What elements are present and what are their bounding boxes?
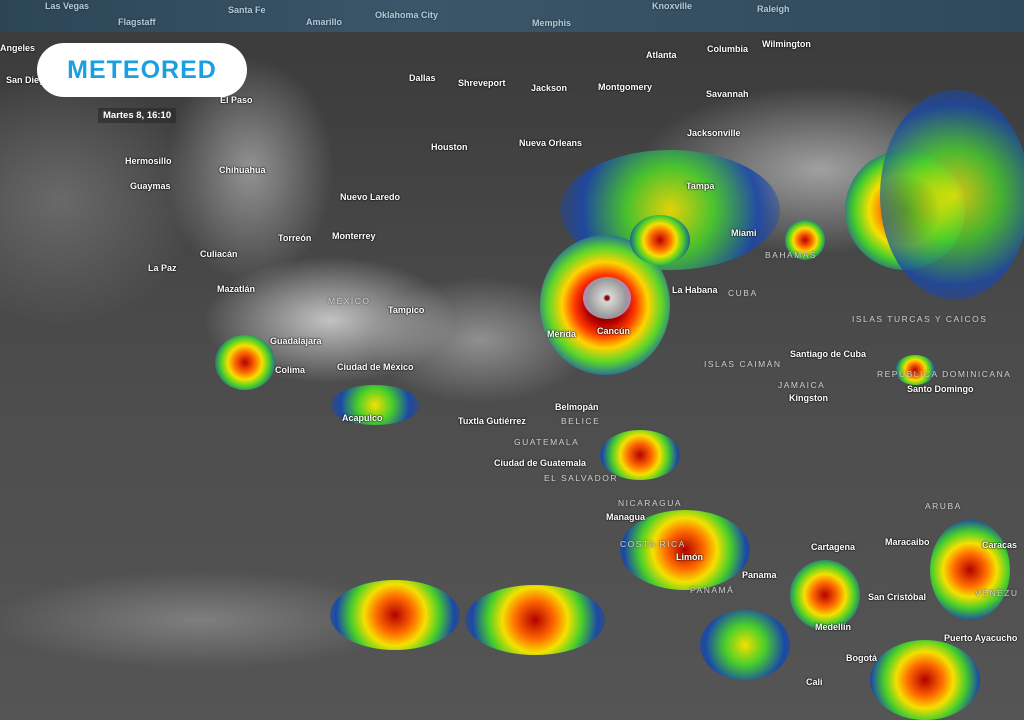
- city-label: Jackson: [531, 83, 568, 93]
- country-label: BAHAMAS: [765, 250, 818, 260]
- city-label: Acapulco: [342, 413, 383, 423]
- logo-text: METEORED: [67, 55, 217, 84]
- city-label: Belmopán: [555, 402, 599, 412]
- country-label: CUBA: [728, 288, 758, 298]
- city-label: Colima: [275, 365, 306, 375]
- hurricane-eye: [583, 277, 631, 319]
- storm-cell: [630, 215, 690, 265]
- city-label: Santo Domingo: [907, 384, 974, 394]
- country-label: ISLAS TURCAS Y CAICOS: [852, 314, 988, 324]
- storm-cell: [880, 90, 1024, 300]
- city-label: San Cristóbal: [868, 592, 927, 602]
- city-label: El Paso: [220, 95, 253, 105]
- storm-cell: [330, 385, 420, 425]
- city-label: Columbia: [707, 44, 749, 54]
- country-label: BELICE: [561, 416, 601, 426]
- city-label: Angeles: [0, 43, 36, 53]
- country-label: NICARAGUA: [618, 498, 683, 508]
- city-label: Las Vegas: [45, 1, 90, 11]
- country-label: ISLAS CAIMÁN: [704, 359, 782, 369]
- city-label: Guaymas: [130, 181, 171, 191]
- city-label: Cancún: [597, 326, 631, 336]
- meteored-logo[interactable]: METEORED: [37, 43, 247, 97]
- city-label: Puerto Ayacucho: [944, 633, 1018, 643]
- country-label: VENEZU: [975, 588, 1019, 598]
- storm-cell: [330, 580, 460, 650]
- top-region-overlay: [0, 0, 1024, 32]
- city-label: Caracas: [982, 540, 1018, 550]
- city-label: Medellín: [815, 622, 852, 632]
- country-label: GUATEMALA: [514, 437, 580, 447]
- city-label: San Diego: [6, 75, 51, 85]
- country-label: EL SALVADOR: [544, 473, 618, 483]
- city-label: Flagstaff: [118, 17, 156, 27]
- city-label: Bogotá: [846, 653, 877, 663]
- storm-cell: [930, 520, 1010, 620]
- storm-cell: [870, 640, 980, 720]
- city-label: Ciudad de Guatemala: [494, 458, 587, 468]
- city-label: Atlanta: [646, 50, 677, 60]
- storm-cell: [895, 355, 935, 385]
- city-label: Dallas: [409, 73, 436, 83]
- storm-cell: [620, 510, 750, 590]
- city-label: Mazatlán: [217, 284, 256, 294]
- city-label: Knoxville: [652, 1, 693, 11]
- country-label: ARUBA: [925, 501, 962, 511]
- city-label: Managua: [606, 512, 646, 522]
- city-label: Santiago de Cuba: [790, 349, 867, 359]
- city-label: Jacksonville: [687, 128, 741, 138]
- city-label: Monterrey: [332, 231, 376, 241]
- country-label: PANAMÁ: [690, 585, 735, 595]
- city-label: Nueva Orleans: [519, 138, 583, 148]
- storm-cell: [700, 610, 790, 680]
- city-label: La Paz: [148, 263, 177, 273]
- city-label: Guadalajara: [270, 336, 322, 346]
- storm-cell: [790, 560, 860, 630]
- city-label: Mérida: [547, 329, 577, 339]
- city-label: La Habana: [672, 285, 718, 295]
- timestamp-label: Martes 8, 16:10: [98, 108, 177, 123]
- city-label: Cartagena: [811, 542, 856, 552]
- storm-cell: [785, 220, 825, 260]
- city-label: Wilmington: [762, 39, 811, 49]
- city-label: Torreón: [278, 233, 312, 243]
- city-label: Houston: [431, 142, 468, 152]
- city-label: Chihuahua: [219, 165, 266, 175]
- city-label: Raleigh: [757, 4, 790, 14]
- city-label: Tampa: [686, 181, 715, 191]
- country-label: REPÚBLICA DOMINICANA: [877, 369, 1012, 379]
- city-label: Savannah: [706, 89, 749, 99]
- country-label: JAMAICA: [778, 380, 826, 390]
- city-label: Tuxtla Gutiérrez: [458, 416, 526, 426]
- city-label: Ciudad de México: [337, 362, 414, 372]
- country-label: COSTA RICA: [620, 539, 686, 549]
- city-label: Limón: [676, 552, 703, 562]
- city-label: Kingston: [789, 393, 828, 403]
- storm-cell: [465, 585, 605, 655]
- city-label: Tampico: [388, 305, 425, 315]
- city-label: Culiacán: [200, 249, 238, 259]
- city-label: Oklahoma City: [375, 10, 439, 20]
- city-label: Miami: [731, 228, 757, 238]
- city-label: Panama: [742, 570, 777, 580]
- city-label: Montgomery: [598, 82, 652, 92]
- city-label: Amarillo: [306, 17, 343, 27]
- city-label: Shreveport: [458, 78, 506, 88]
- storm-cell: [600, 430, 680, 480]
- city-label: Hermosillo: [125, 156, 172, 166]
- country-label: MÉXICO: [328, 296, 371, 306]
- city-label: Maracaibo: [885, 537, 930, 547]
- city-label: Memphis: [532, 18, 572, 28]
- city-label: Nuevo Laredo: [340, 192, 401, 202]
- city-label: Cali: [806, 677, 823, 687]
- storm-cell: [215, 335, 275, 390]
- city-label: Santa Fe: [228, 5, 266, 15]
